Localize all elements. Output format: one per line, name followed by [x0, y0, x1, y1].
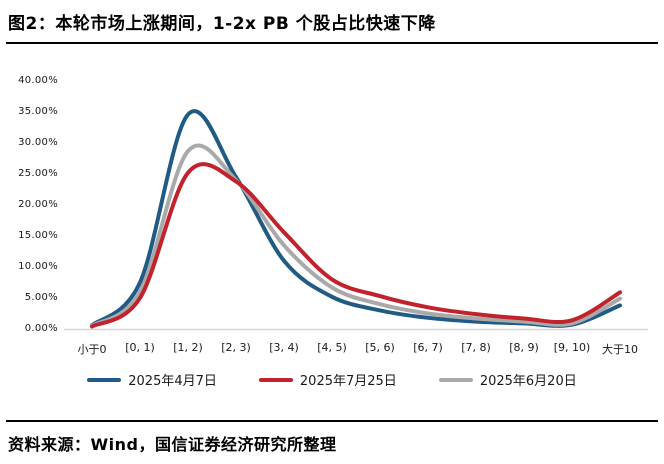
- y-axis-tick-label: 40.00%: [18, 75, 58, 86]
- series-line-1: [90, 162, 622, 329]
- y-axis-tick-label: 10.00%: [18, 261, 58, 272]
- y-axis-tick-label: 0.00%: [24, 323, 58, 334]
- y-axis-tick-label: 25.00%: [18, 168, 58, 179]
- x-axis-category-label: [9, 10): [553, 341, 591, 354]
- legend-line-swatch-red: [258, 377, 293, 382]
- chart-legend: 2025年4月7日 2025年7月25日 2025年6月20日: [0, 370, 664, 389]
- legend-label: 2025年7月25日: [299, 374, 397, 389]
- y-axis-tick-label: 35.00%: [18, 106, 58, 117]
- x-axis-category-label: [4, 5): [317, 341, 347, 354]
- legend-line-swatch-gray: [438, 377, 473, 382]
- x-axis-category-label: [8, 9): [509, 341, 539, 354]
- page-title: 图2：本轮市场上涨期间，1-2x PB 个股占比快速下降: [8, 14, 436, 34]
- series-line-2: [90, 143, 622, 328]
- x-axis-category-label: 小于0: [77, 343, 107, 356]
- x-axis-category-label: [2, 3): [221, 341, 251, 354]
- series-line-0: [90, 109, 622, 328]
- x-axis-category-label: [1, 2): [173, 341, 203, 354]
- y-axis-tick-label: 5.00%: [24, 292, 58, 303]
- x-axis-category-label: [0, 1): [125, 341, 155, 354]
- x-axis-category-label: [7, 8): [461, 341, 491, 354]
- legend-label: 2025年4月7日: [128, 374, 217, 389]
- source-divider: [6, 420, 658, 422]
- y-axis-tick-label: 20.00%: [18, 199, 58, 210]
- legend-item-series-2: 2025年6月20日: [438, 370, 577, 389]
- y-axis-tick-label: 30.00%: [18, 137, 58, 148]
- y-axis-tick-label: 15.00%: [18, 230, 58, 241]
- x-axis-category-label: [3, 4): [269, 341, 299, 354]
- source-text: 资料来源：Wind，国信证券经济研究所整理: [8, 435, 337, 454]
- x-axis-category-label: 大于10: [602, 343, 638, 356]
- title-divider: [6, 42, 658, 44]
- x-axis-category-label: [5, 6): [365, 341, 395, 354]
- legend-item-series-1: 2025年7月25日: [258, 370, 397, 389]
- x-axis-category-label: [6, 7): [413, 341, 443, 354]
- legend-label: 2025年6月20日: [479, 374, 577, 389]
- legend-item-series-0: 2025年4月7日: [87, 370, 217, 389]
- legend-line-swatch-blue: [87, 377, 122, 382]
